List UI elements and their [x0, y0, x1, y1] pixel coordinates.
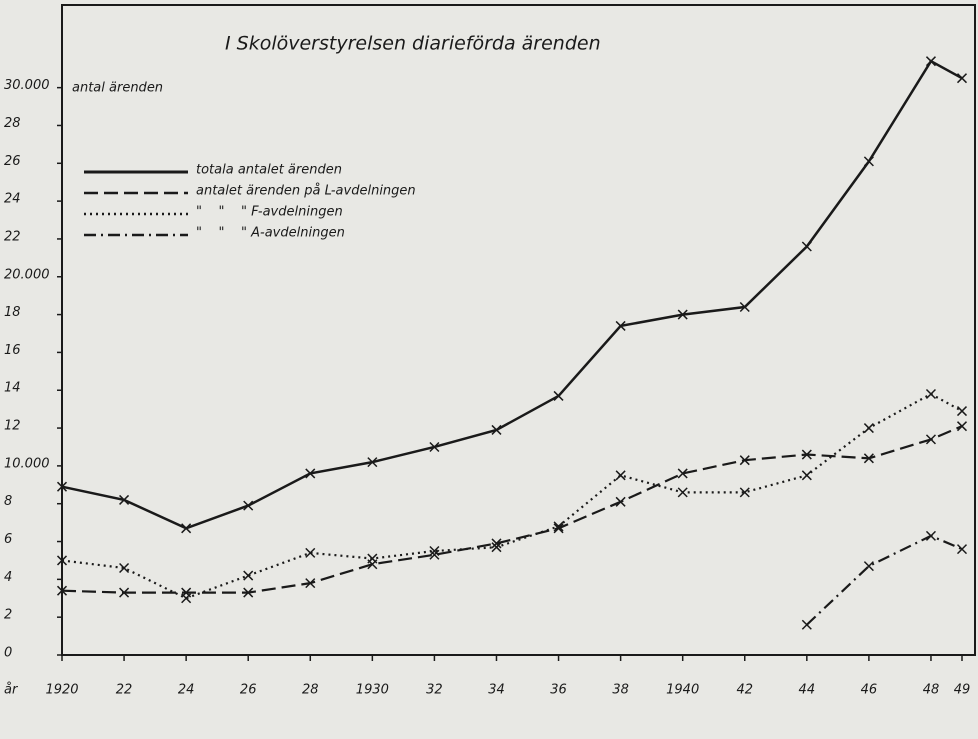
y-tick-label: 10.000	[4, 456, 50, 471]
frame	[61, 4, 976, 656]
y-tick-label: 6	[4, 532, 12, 547]
y-tick-label: 4	[4, 570, 12, 585]
y-tick-label: 22	[4, 229, 21, 244]
legend-label: totala antalet ärenden	[196, 163, 342, 178]
y-tick-label: 16	[4, 343, 21, 358]
y-tick-label: 20.000	[4, 267, 50, 282]
point-marker	[181, 523, 192, 534]
point-marker	[553, 523, 564, 534]
x-tick-label: 38	[612, 683, 629, 698]
point-marker	[429, 441, 440, 453]
point-marker	[677, 309, 688, 320]
point-marker	[863, 453, 874, 464]
point-marker	[305, 547, 316, 558]
point-marker	[801, 470, 812, 481]
point-marker	[739, 301, 750, 313]
point-marker	[181, 593, 192, 604]
y-tick-label: 28	[4, 116, 21, 131]
x-tick-label: 26	[240, 683, 257, 698]
y-tick-label: 24	[4, 192, 21, 207]
point-marker	[677, 468, 688, 479]
x-tick-label: 36	[550, 683, 567, 698]
x-tick-label: 42	[736, 683, 753, 698]
point-marker	[615, 496, 626, 507]
x-tick-label: 48	[923, 683, 940, 698]
point-marker	[553, 521, 564, 532]
point-marker	[305, 578, 316, 589]
y-tick-label: 0	[4, 646, 12, 661]
point-marker	[615, 470, 626, 481]
point-marker	[429, 545, 440, 557]
point-marker	[956, 544, 968, 555]
y-tick-label: 30.000	[4, 78, 50, 93]
series-line	[806, 534, 963, 626]
point-marker	[925, 530, 936, 541]
point-marker	[956, 406, 968, 417]
point-marker	[367, 457, 378, 468]
x-tick-label: 34	[488, 683, 505, 698]
point-marker	[863, 561, 874, 572]
point-marker	[739, 455, 750, 466]
x-tick-label: 1930	[356, 683, 389, 698]
chart-title: I Skolöverstyrelsen diarieförda ärenden	[225, 33, 601, 55]
x-tick-label: 1940	[666, 683, 699, 698]
point-marker	[243, 570, 254, 581]
point-marker	[243, 500, 254, 511]
point-marker	[491, 542, 502, 553]
y-tick-label: 2	[4, 608, 12, 623]
series-line	[61, 59, 963, 530]
point-marker	[925, 388, 936, 400]
point-marker	[119, 494, 130, 505]
point-marker	[677, 487, 688, 498]
x-axis-label: år	[4, 683, 19, 698]
legend-label: " " " F-avdelningen	[196, 205, 343, 220]
x-tick-label: 49	[954, 683, 971, 698]
point-marker	[863, 423, 874, 434]
y-tick-label: 26	[4, 154, 21, 169]
point-marker	[956, 73, 968, 84]
legend-label: antalet ärenden på L-avdelningen	[196, 184, 416, 199]
point-marker	[801, 619, 812, 630]
point-marker	[119, 562, 130, 574]
point-marker	[367, 553, 378, 564]
point-marker	[491, 424, 502, 435]
point-marker	[925, 56, 936, 67]
point-marker	[739, 487, 750, 498]
x-tick-label: 28	[302, 683, 319, 698]
point-marker	[56, 555, 68, 566]
y-tick-label: 18	[4, 305, 21, 320]
point-marker	[801, 449, 812, 460]
point-marker	[553, 390, 564, 401]
x-tick-label: 32	[426, 683, 443, 698]
point-marker	[56, 481, 68, 492]
y-tick-label: 14	[4, 381, 21, 396]
point-marker	[615, 320, 626, 331]
y-tick-label: 12	[4, 419, 21, 434]
y-axis-label: antal ärenden	[72, 81, 163, 96]
series-line	[61, 425, 963, 594]
point-marker	[956, 421, 968, 432]
point-marker	[56, 585, 68, 596]
point-marker	[925, 434, 936, 445]
point-marker	[491, 538, 502, 549]
legend-label: " " " A-avdelningen	[196, 226, 345, 241]
x-tick-label: 46	[861, 683, 878, 698]
point-marker	[119, 587, 130, 598]
x-tick-label: 1920	[45, 683, 78, 698]
point-marker	[801, 241, 812, 252]
point-marker	[863, 156, 874, 167]
x-tick-label: 24	[178, 683, 195, 698]
point-marker	[305, 468, 316, 479]
point-marker	[243, 587, 254, 598]
x-tick-label: 22	[116, 683, 133, 698]
y-tick-label: 8	[4, 494, 12, 509]
x-tick-label: 44	[799, 683, 816, 698]
